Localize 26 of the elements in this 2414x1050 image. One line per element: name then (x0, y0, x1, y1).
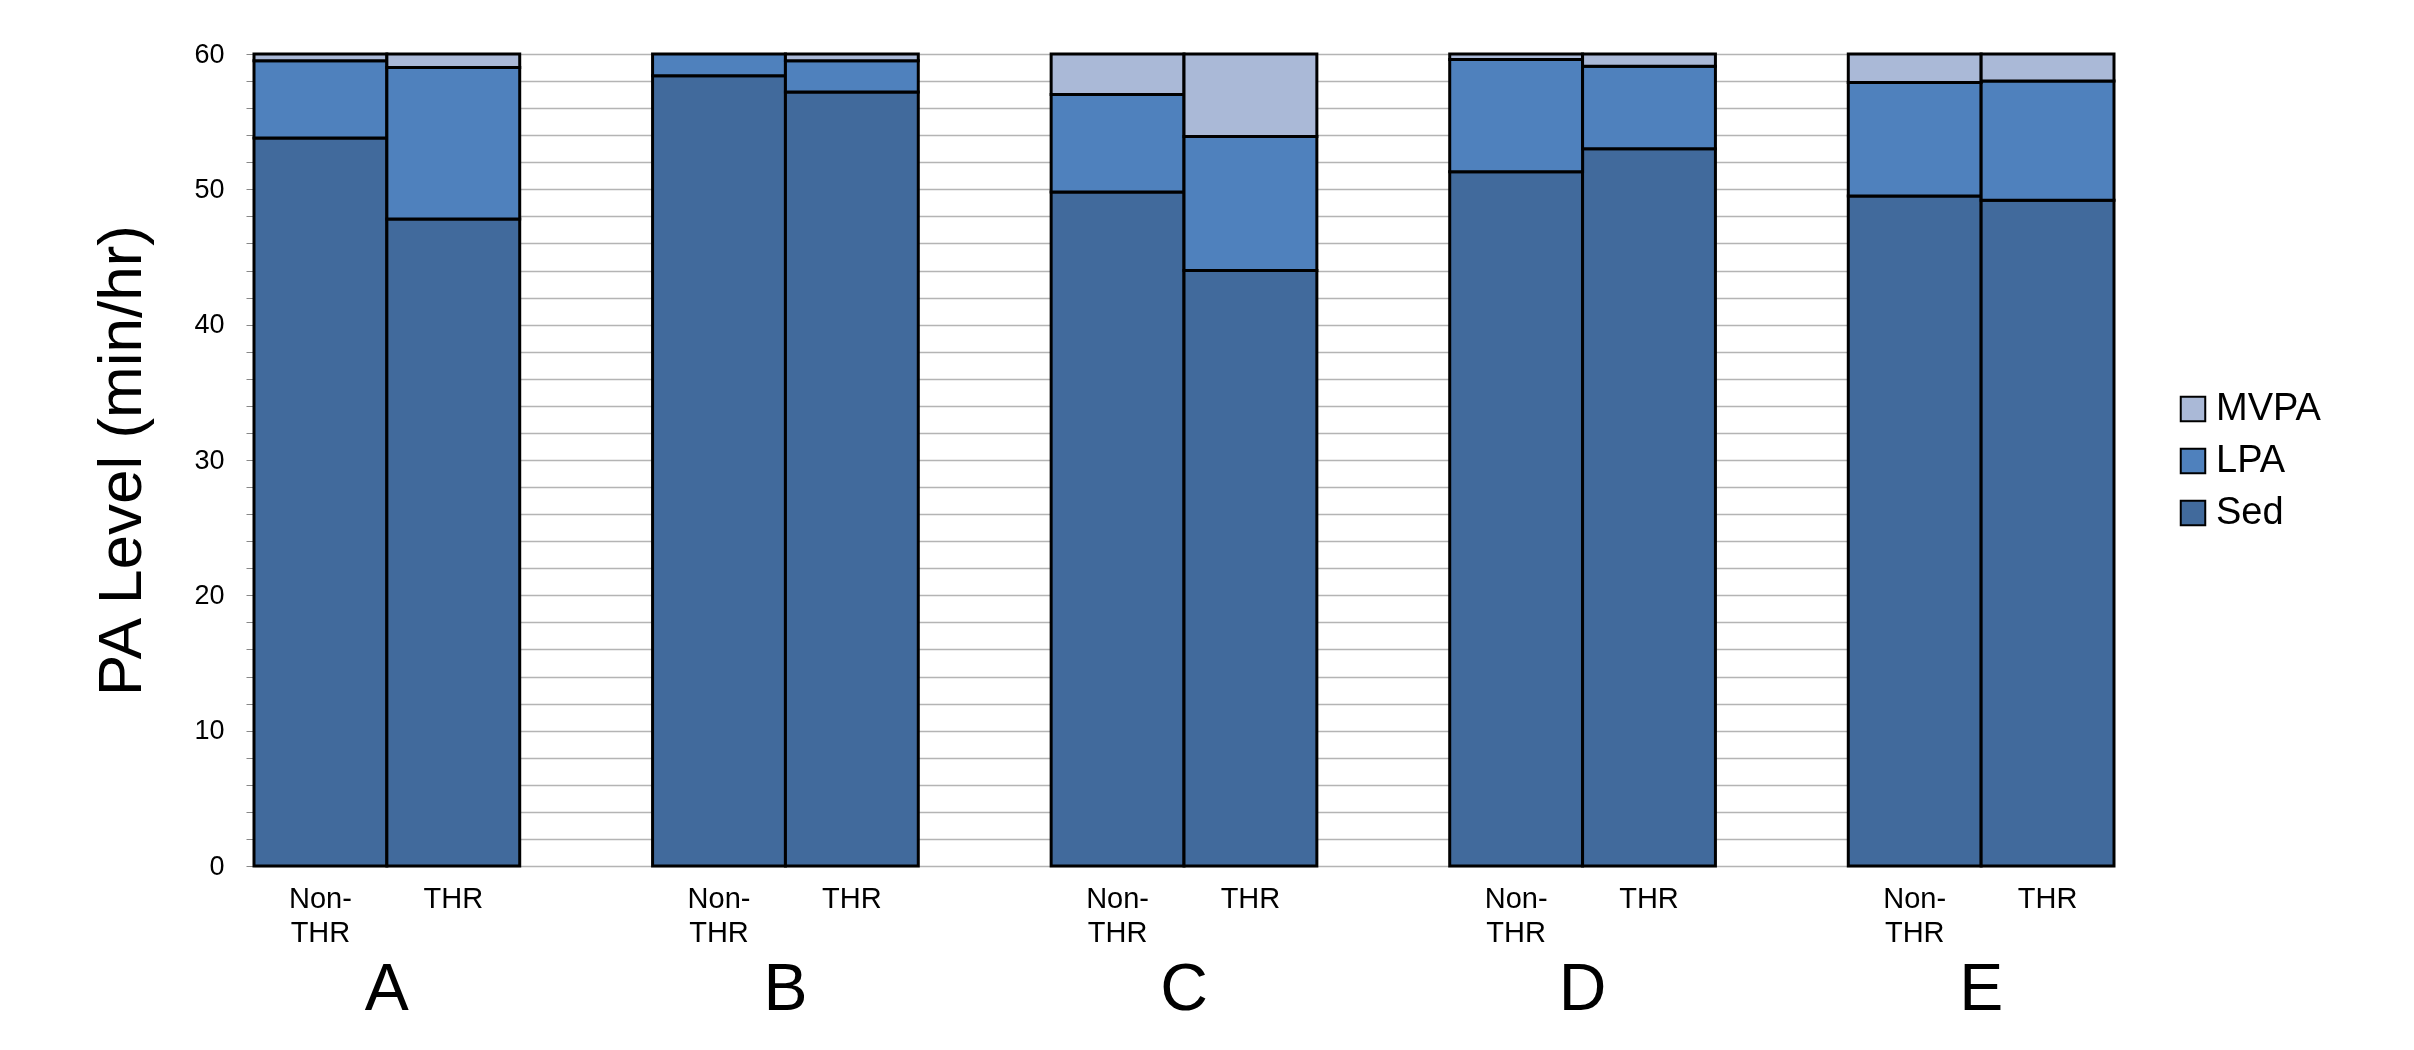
legend-label: LPA (2216, 438, 2286, 480)
text: B (763, 950, 808, 1024)
x-tick-label: Non-THR (1484, 881, 1548, 948)
y-tick-label: 30 (194, 444, 225, 475)
text: E (1959, 950, 2004, 1024)
legend-label: Sed (2216, 490, 2284, 532)
y-tick-label: 20 (194, 579, 225, 610)
x-tick-label: THR (822, 881, 882, 914)
text: D (1558, 950, 1607, 1024)
x-tick-label: THR (2017, 881, 2078, 914)
x-tick-label: Non-THR (687, 881, 751, 948)
x-tick-label: Non-THR (1883, 881, 1947, 948)
y-tick-label: 40 (194, 309, 225, 340)
x-tick-label: Non-THR (1086, 881, 1149, 948)
legend-label: MVPA (2216, 386, 2322, 428)
text: C (1160, 950, 1208, 1024)
x-tick-label: THR (1619, 881, 1679, 914)
y-tick-label: 0 (209, 850, 225, 881)
x-tick-label: Non-THR (289, 881, 352, 948)
y-tick-label: 10 (194, 715, 225, 746)
y-tick-label: 60 (194, 38, 225, 69)
text: A (364, 950, 409, 1024)
y-axis-title: PA Level (min/hr) (85, 225, 155, 696)
x-tick-label: THR (1220, 881, 1281, 914)
x-tick-label: THR (423, 881, 484, 914)
y-tick-label: 50 (194, 173, 225, 204)
